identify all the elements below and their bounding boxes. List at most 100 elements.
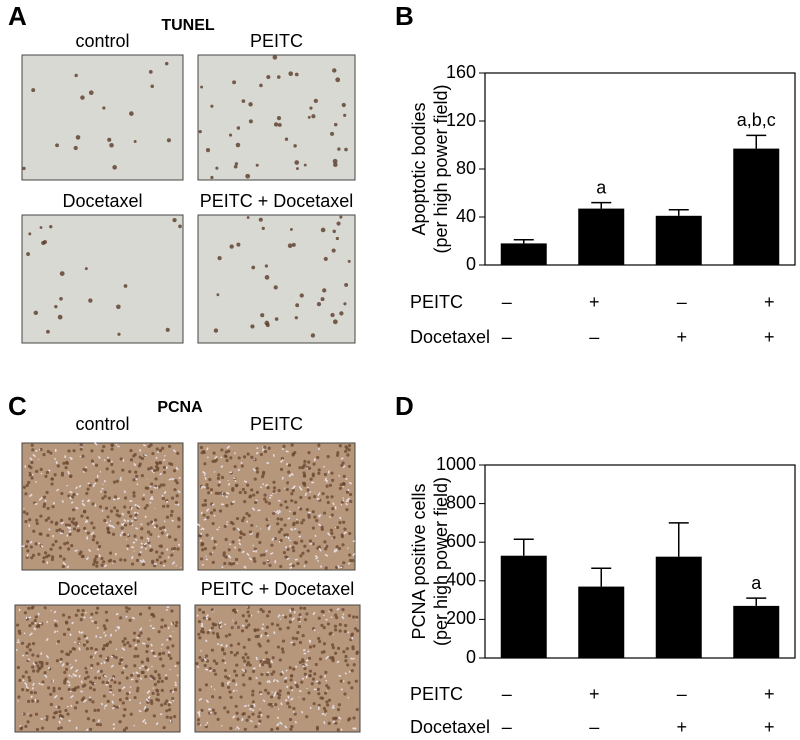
texture	[22, 679, 25, 682]
texture	[253, 477, 257, 481]
texture	[21, 545, 25, 548]
texture	[278, 658, 282, 662]
texture	[27, 658, 31, 661]
treatment-sign: +	[764, 292, 775, 312]
texture	[112, 677, 115, 680]
texture	[348, 553, 352, 557]
texture	[330, 131, 335, 136]
texture	[34, 615, 38, 619]
texture	[47, 686, 51, 690]
texture	[158, 461, 162, 465]
texture	[292, 706, 296, 711]
texture	[85, 636, 89, 640]
texture	[172, 469, 177, 473]
texture	[59, 726, 63, 730]
texture	[200, 624, 204, 628]
texture	[165, 709, 169, 713]
texture	[279, 527, 283, 532]
micrograph-texture	[198, 55, 348, 180]
texture	[224, 661, 227, 665]
texture	[226, 710, 230, 714]
texture	[260, 672, 264, 676]
texture	[94, 676, 98, 680]
texture	[233, 653, 237, 657]
texture	[288, 620, 292, 624]
texture	[291, 636, 295, 640]
texture	[108, 551, 113, 555]
texture	[121, 647, 126, 651]
texture	[309, 490, 312, 493]
texture	[211, 459, 215, 463]
texture	[75, 135, 81, 140]
texture	[346, 453, 350, 457]
texture	[133, 516, 137, 520]
texture	[311, 526, 316, 530]
texture	[29, 466, 33, 470]
texture	[301, 658, 305, 662]
texture	[31, 665, 35, 669]
texture	[270, 728, 274, 732]
texture	[207, 491, 211, 495]
texture	[225, 504, 229, 508]
texture	[119, 476, 123, 480]
texture	[257, 642, 261, 646]
texture	[287, 243, 293, 248]
texture	[317, 559, 320, 562]
treatment-sign: –	[502, 684, 512, 704]
texture	[53, 619, 57, 622]
texture	[203, 663, 207, 668]
texture	[297, 624, 302, 629]
texture	[69, 633, 72, 637]
texture	[251, 669, 256, 674]
texture	[314, 554, 319, 559]
texture	[115, 513, 119, 517]
texture	[336, 646, 341, 650]
texture	[317, 471, 321, 475]
texture	[120, 661, 123, 664]
texture	[266, 639, 270, 643]
texture	[228, 482, 231, 486]
texture	[196, 718, 201, 722]
texture	[50, 520, 54, 524]
texture	[56, 464, 60, 468]
texture	[149, 548, 153, 553]
texture	[235, 711, 239, 715]
texture	[350, 657, 353, 660]
texture	[157, 485, 161, 489]
texture	[24, 544, 28, 549]
texture	[35, 521, 39, 526]
texture	[290, 641, 294, 644]
texture	[226, 685, 231, 690]
texture	[132, 638, 136, 642]
texture	[229, 456, 233, 460]
texture	[209, 708, 212, 711]
texture	[324, 566, 328, 570]
texture	[129, 712, 133, 716]
texture	[197, 632, 201, 636]
texture	[114, 655, 118, 660]
texture	[100, 556, 104, 561]
texture	[264, 275, 270, 280]
texture	[56, 630, 59, 633]
texture	[301, 551, 305, 555]
texture	[108, 684, 113, 688]
texture	[308, 539, 313, 543]
texture	[214, 455, 218, 460]
texture	[299, 495, 303, 500]
texture	[260, 313, 265, 318]
texture	[147, 530, 151, 534]
texture	[144, 721, 147, 725]
texture	[80, 690, 83, 693]
texture	[313, 98, 318, 104]
texture	[92, 526, 96, 530]
texture	[61, 564, 65, 569]
texture	[241, 712, 245, 716]
texture	[307, 496, 312, 500]
texture	[213, 711, 217, 715]
plot-frame	[484, 464, 796, 659]
texture	[133, 654, 137, 659]
texture	[134, 538, 138, 541]
texture	[31, 687, 35, 690]
texture	[326, 622, 331, 626]
texture	[290, 697, 294, 701]
